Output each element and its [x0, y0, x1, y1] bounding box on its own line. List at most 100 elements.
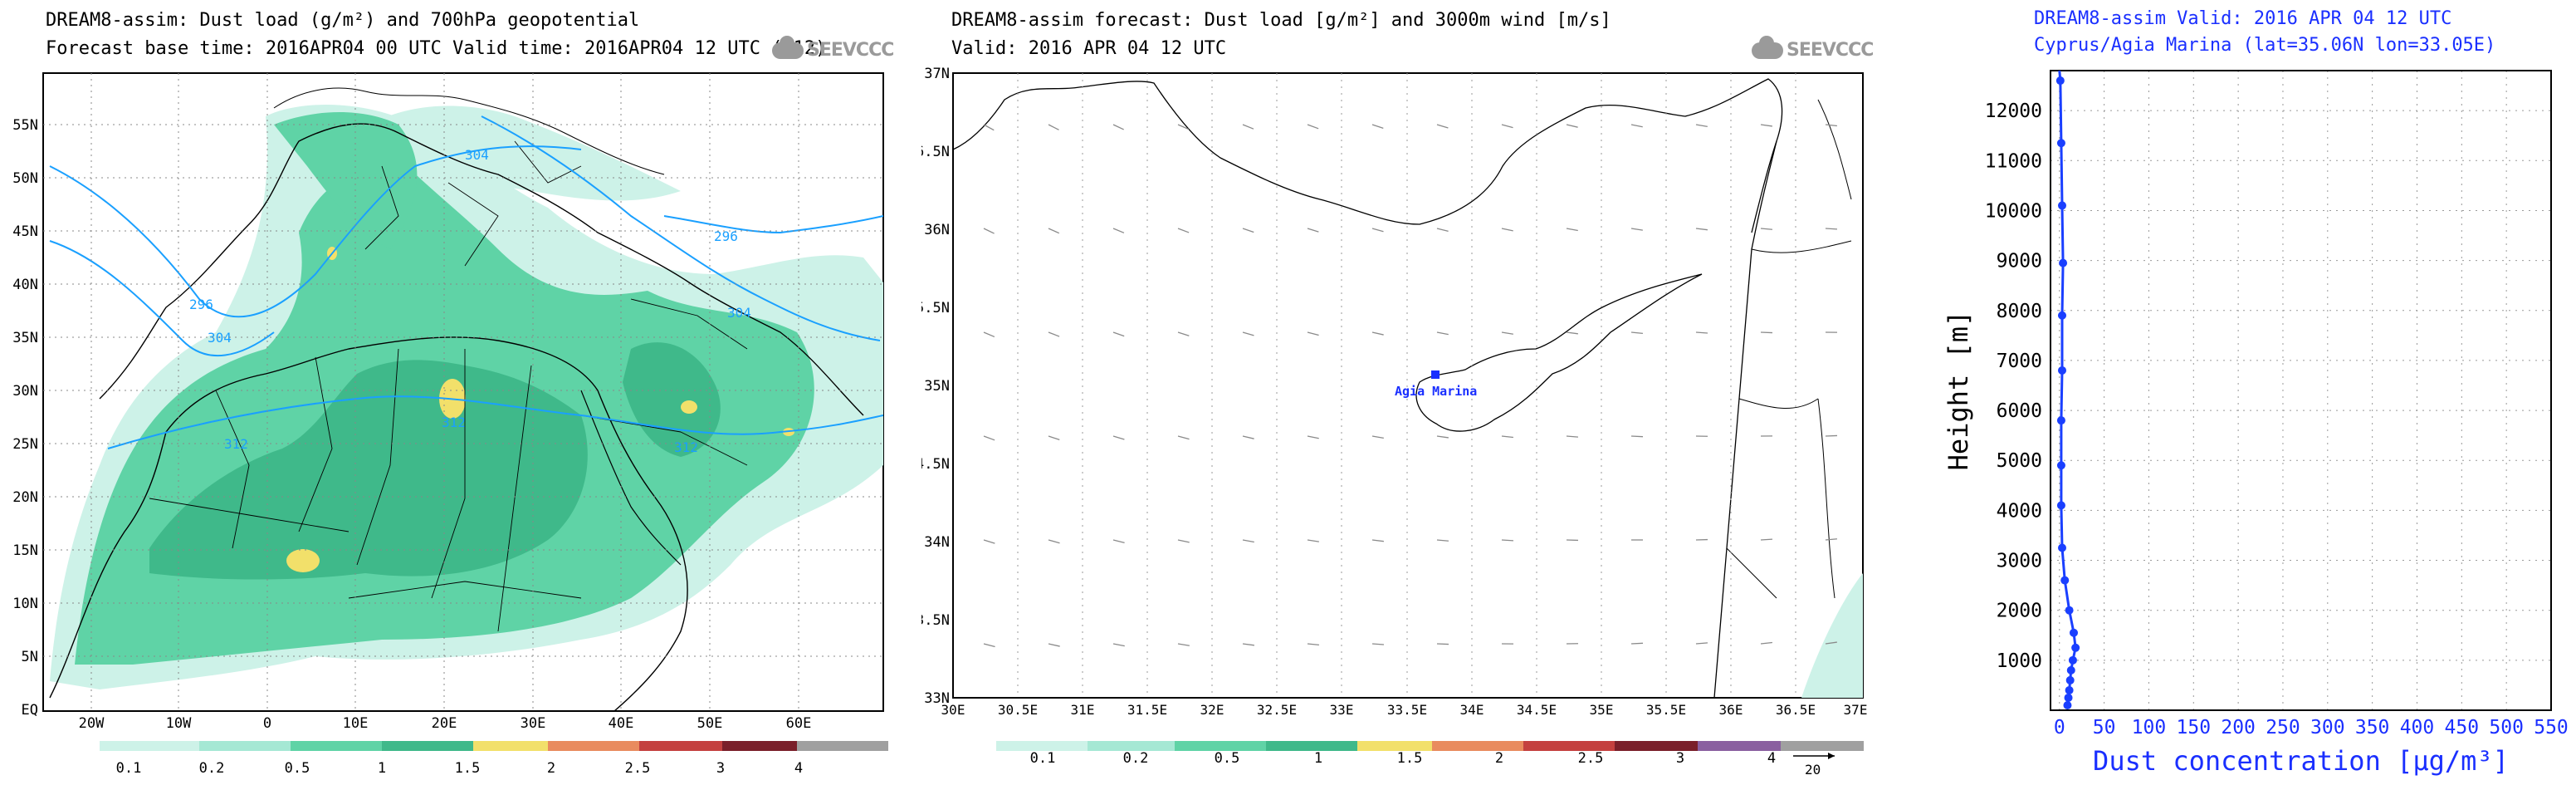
data-point: [2063, 700, 2072, 709]
wind-arrow: [1760, 331, 1773, 334]
x-tick-label: 550: [2534, 717, 2569, 738]
wind-arrow: [1695, 228, 1708, 231]
data-point: [2056, 501, 2065, 510]
map1-lon-labels: 20W 10W 0 10E 20E 30E 40E 50E 60E: [79, 715, 812, 732]
lat-label: 33.5N: [921, 612, 950, 629]
profile-grid: [2051, 71, 2552, 710]
wind-arrow: [1436, 643, 1449, 645]
chart-subtitle: Cyprus/Agia Marina (lat=35.06N lon=33.05…: [2034, 35, 2496, 56]
wind-arrow: [1371, 539, 1384, 542]
coastline-turkey: [953, 78, 1783, 233]
wind-arrow: [1242, 435, 1254, 439]
dust-hotspot: [681, 400, 697, 414]
station-label: Agia Marina: [1395, 384, 1477, 399]
wind-arrow: [1242, 331, 1254, 336]
data-point: [2065, 685, 2074, 694]
map2-plot-area: Agia Marina: [953, 73, 1863, 698]
lon-label: 34.5E: [1517, 702, 1557, 718]
lat-label: 50N: [12, 170, 38, 187]
lon-label: 35.5E: [1646, 702, 1686, 718]
contour-label: 304: [208, 330, 232, 346]
coastline: [99, 123, 864, 416]
dust-layer-light: [1801, 573, 1863, 698]
map1-subtitle: Forecast base time: 2016APR04 00 UTC Val…: [46, 38, 827, 59]
colorbar-label: 2: [547, 760, 555, 777]
lat-label: 55N: [12, 117, 38, 134]
wind-arrow: [983, 124, 995, 131]
x-tick-label: 50: [2093, 717, 2116, 738]
wind-arrow: [1566, 228, 1578, 232]
map2-lon-labels: 30E 30.5E 31E 31.5E 32E 32.5E 33E 33.5E …: [941, 702, 1868, 718]
wind-arrow: [1242, 124, 1254, 130]
data-point: [2057, 366, 2066, 375]
colorbar-label: 0.1: [1030, 750, 1056, 767]
lon-label: 34E: [1460, 702, 1484, 718]
data-point: [2065, 606, 2074, 615]
wind-arrow: [1048, 331, 1060, 337]
data-point: [2057, 543, 2066, 552]
wind-arrow: [1630, 228, 1643, 231]
lon-label: 30.5E: [998, 702, 1038, 718]
wind-arrow: [1760, 641, 1772, 645]
lon-label: 30E: [941, 702, 965, 718]
lon-label: 10E: [343, 715, 369, 732]
lon-label: 32.5E: [1257, 702, 1297, 718]
colorbar-label: 3: [716, 760, 725, 777]
wind-arrow: [1501, 331, 1513, 335]
wind-arrow: [1048, 539, 1060, 544]
station-marker: [1431, 370, 1440, 379]
wind-arrow: [1242, 539, 1254, 543]
lat-label: 33N: [924, 690, 950, 707]
wind-arrow: [1307, 539, 1319, 542]
lon-label: 35E: [1590, 702, 1614, 718]
colorbar-label: 4: [1767, 750, 1776, 767]
wind-arrow: [1177, 435, 1190, 440]
colorbar-label: 1: [1314, 750, 1322, 767]
colorbar-label: 0.1: [116, 760, 142, 777]
lat-label: 40N: [12, 277, 38, 293]
wind-arrow: [1760, 538, 1773, 541]
wind-arrow: [1177, 643, 1190, 646]
seevccc-logo: SEEVCCC: [772, 36, 894, 61]
contour-label-group: 304 296 296 304 304 312 312 312: [189, 147, 751, 455]
lon-label: 33.5E: [1387, 702, 1427, 718]
contour-label: 304: [465, 147, 489, 163]
map2-grid: [1017, 73, 1796, 698]
data-point: [2068, 655, 2077, 665]
contour-label: 296: [189, 297, 213, 312]
wind-arrow: [1307, 228, 1319, 233]
wind-arrow: [1242, 228, 1254, 233]
map2-frame: [952, 72, 1864, 699]
chart-title: DREAM8-assim Valid: 2016 APR 04 12 UTC: [2034, 8, 2452, 29]
data-point: [2056, 461, 2065, 470]
map1-lat-labels: 55N 50N 45N 40N 35N 30N 25N 20N 15N 10N …: [12, 117, 38, 719]
dust-layer-dark-east: [623, 342, 721, 457]
lon-label: 32E: [1200, 702, 1224, 718]
wind-arrow: [1048, 124, 1059, 130]
coastline-redsea: [580, 390, 682, 566]
series-points: [2055, 76, 2080, 709]
wind-arrow: [1566, 435, 1579, 438]
lon-label: 31E: [1071, 702, 1095, 718]
x-tick-label: 0: [2054, 717, 2065, 738]
lon-label: 30E: [521, 715, 546, 732]
wind-arrow: [1307, 124, 1319, 130]
lon-label: 36.5E: [1776, 702, 1816, 718]
wind-arrow: [1112, 435, 1125, 440]
data-point: [2059, 258, 2068, 267]
wind-arrow: [1436, 124, 1449, 129]
profile-x-ticks: 0 50 100 150 200 250 300 350 400 450 500 550: [2054, 717, 2569, 738]
wind-arrow: [1371, 435, 1384, 439]
colorbar-label: 2.5: [625, 760, 651, 777]
lat-label: 15N: [12, 542, 38, 559]
y-tick-label: 12000: [1985, 101, 2042, 122]
dust-layer-dark: [149, 360, 588, 580]
lon-label: 0: [263, 715, 271, 732]
map2-lat-labels: 37N 36.5N 36N 35.5N 35N 34.5N 34N 33.5N …: [921, 66, 950, 707]
wind-vectors: [983, 124, 1838, 648]
wind-arrow: [1630, 642, 1644, 645]
data-point: [2060, 576, 2070, 585]
cyprus-wind-map-panel: DREAM8-assim forecast: Dust load [g/m²] …: [921, 0, 1884, 785]
wind-arrow: [1307, 643, 1319, 646]
x-tick-label: 400: [2400, 717, 2435, 738]
